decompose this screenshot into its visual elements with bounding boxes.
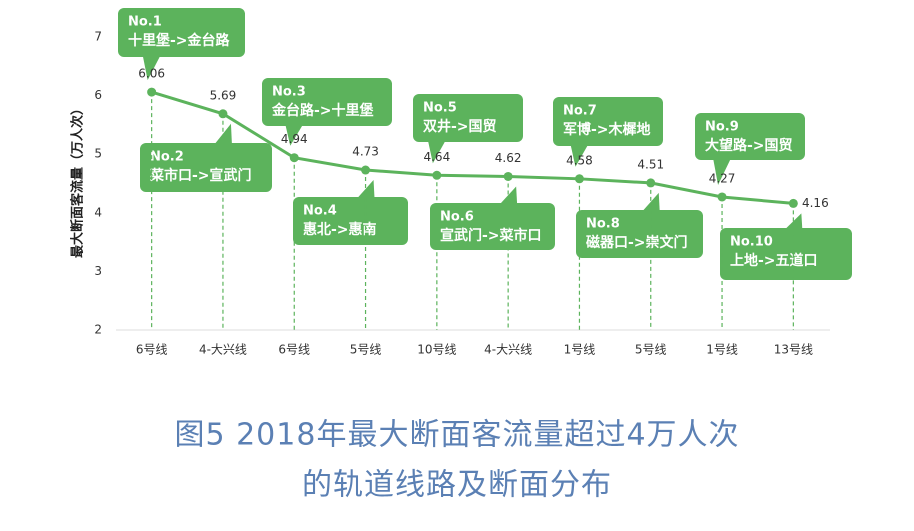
value-label: 4.58	[566, 153, 593, 167]
callout-box	[553, 97, 663, 146]
callout-box	[413, 94, 523, 142]
y-tick-label: 3	[94, 264, 102, 278]
point	[361, 165, 371, 175]
callout-box	[720, 228, 852, 280]
callout-label: No.10	[730, 235, 773, 250]
callout-pointer	[213, 123, 232, 145]
callout-label: No.7	[563, 104, 597, 119]
x-tick-label: 4-大兴线	[199, 343, 247, 357]
callout-label: No.1	[128, 15, 162, 30]
callout-label: No.2	[150, 150, 184, 165]
x-tick-label: 10号线	[417, 343, 456, 357]
callout-box	[118, 8, 245, 57]
callout-text: 惠北->惠南	[303, 221, 377, 238]
callout-pointer	[570, 144, 589, 167]
value-label: 5.69	[210, 88, 237, 102]
line	[151, 90, 794, 205]
callout-label: No.4	[303, 204, 337, 219]
callout-pointer	[499, 186, 518, 205]
value-label: 4.27	[709, 171, 736, 185]
caption: 的轨道线路及断面分布	[302, 468, 612, 503]
callout-pointer	[285, 124, 304, 146]
value-label: 4.51	[637, 157, 664, 171]
point	[218, 109, 228, 119]
callout-text: 双井->国贸	[423, 118, 497, 135]
callout-label: No.6	[440, 210, 474, 225]
x-tick-label: 5号线	[635, 343, 667, 357]
callout-pointer	[784, 213, 803, 230]
x-tick-label: 4-大兴线	[484, 343, 532, 357]
y-tick-label: 2	[94, 323, 102, 337]
value-label: 4.16	[802, 196, 829, 210]
callout-box	[576, 210, 703, 258]
callout-text: 上地->五道口	[730, 252, 818, 269]
callout-text: 金台路->十里堡	[271, 102, 374, 119]
callout-label: No.8	[586, 217, 620, 232]
value-label: 4.73	[352, 145, 379, 159]
callout-pointer	[641, 192, 660, 212]
callout-text: 大望路->国贸	[705, 137, 793, 154]
callout-pointer	[713, 158, 732, 185]
callout-pointer	[427, 140, 446, 164]
callout-box	[430, 203, 555, 250]
value-label: 4.64	[423, 150, 450, 164]
point	[503, 171, 513, 181]
y-tick-label: 5	[94, 147, 102, 161]
x-tick-label: 6号线	[136, 343, 168, 357]
callout-pointer	[142, 55, 161, 81]
y-tick-label: 7	[94, 30, 102, 44]
callout-text: 十里堡->金台路	[128, 32, 231, 49]
point	[717, 192, 727, 202]
point	[646, 178, 656, 188]
x-tick-label: 1号线	[564, 343, 596, 357]
point	[574, 174, 584, 184]
y-tick-label: 6	[94, 88, 102, 102]
value-label: 4.94	[281, 132, 308, 146]
callout-label: No.5	[423, 101, 457, 116]
point	[788, 198, 798, 208]
point	[289, 153, 299, 163]
caption: 图5 2018年最大断面客流量超过4万人次	[174, 418, 739, 453]
x-tick-label: 1号线	[706, 343, 738, 357]
callout-text: 军博->木樨地	[563, 121, 651, 138]
callout-text: 宣武门->菜市口	[440, 227, 542, 244]
y-tick-label: 4	[94, 205, 102, 219]
callout-box	[140, 143, 272, 192]
callout-box	[293, 197, 408, 245]
y-axis-label: 最大断面客流量（万人次）	[70, 102, 86, 258]
callout-pointer	[356, 180, 375, 199]
callout-box	[262, 78, 392, 126]
callout-text: 菜市口->宣武门	[149, 167, 252, 184]
value-label: 6.06	[138, 67, 165, 81]
x-tick-label: 6号线	[278, 343, 310, 357]
x-tick-label: 5号线	[350, 343, 382, 357]
callout-box	[695, 113, 805, 160]
callout-label: No.3	[272, 85, 306, 100]
callout-text: 磁器口->崇文门	[586, 234, 688, 251]
value-label: 4.62	[495, 151, 522, 165]
callout-label: No.9	[705, 120, 739, 135]
point	[432, 170, 442, 180]
point	[147, 87, 157, 97]
x-tick-label: 13号线	[774, 343, 813, 357]
